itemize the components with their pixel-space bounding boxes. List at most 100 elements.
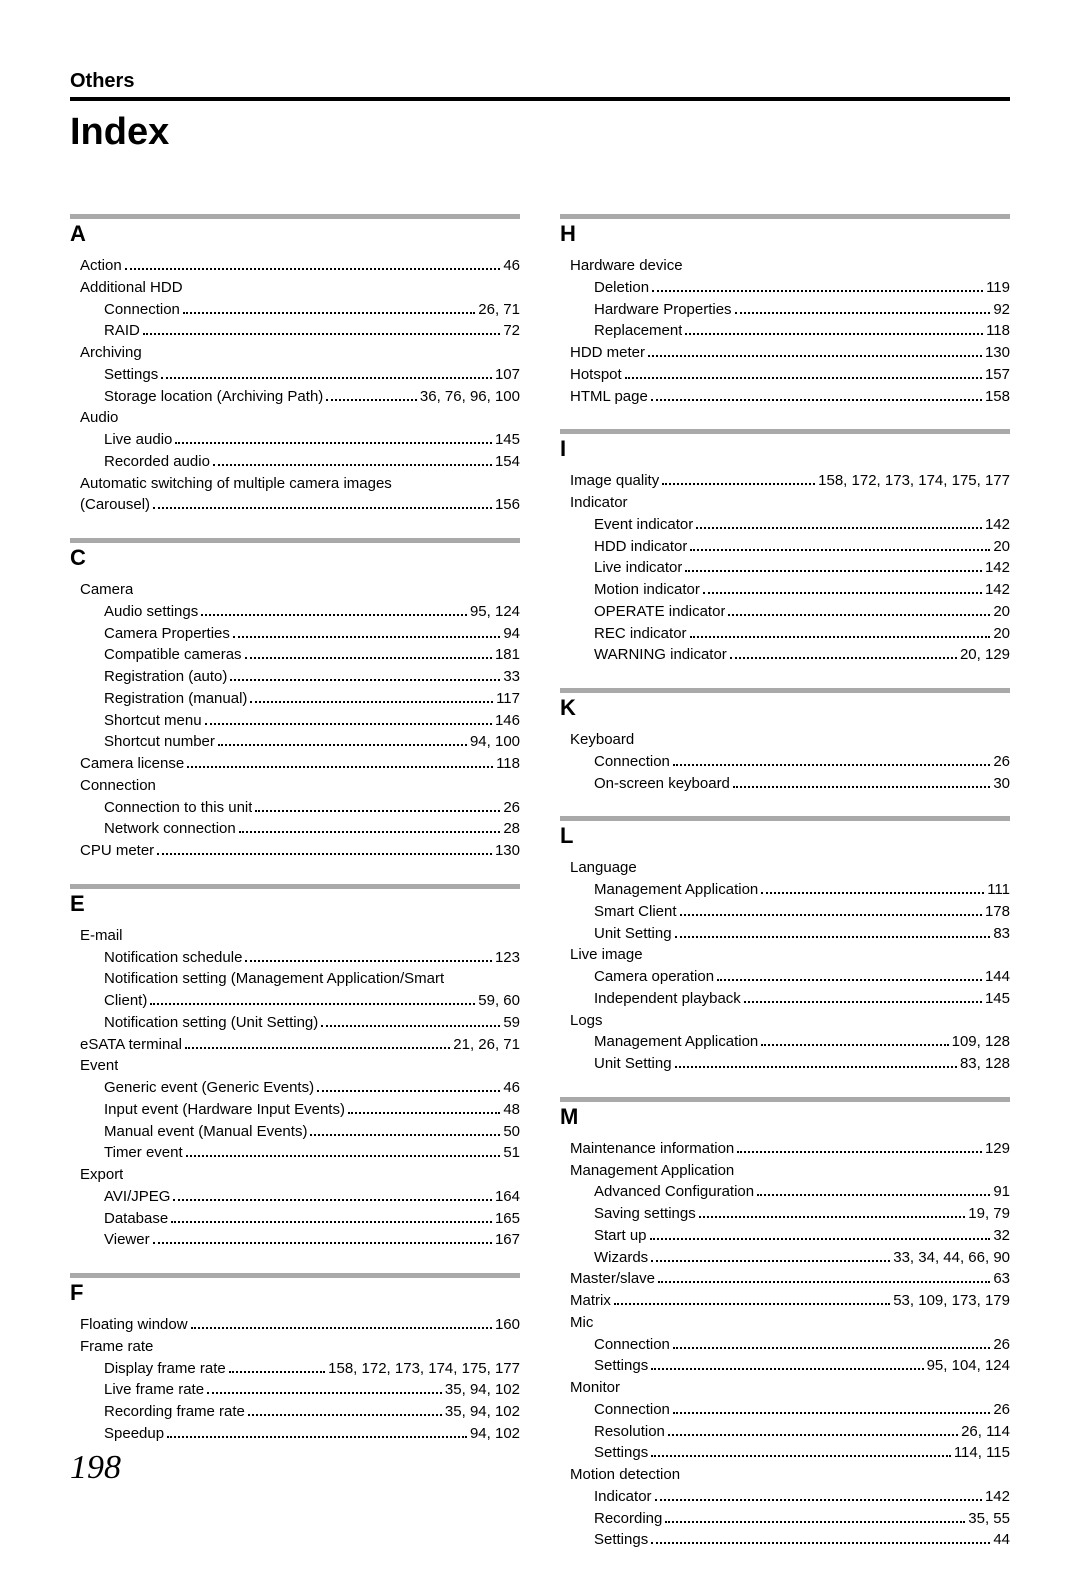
- leader-dots: [167, 1436, 467, 1438]
- entry-page: 92: [993, 299, 1010, 321]
- leader-dots: [201, 614, 467, 616]
- index-entry: Smart Client178: [560, 901, 1010, 923]
- entry-page: 123: [495, 947, 520, 969]
- entry-page: 26, 114: [961, 1421, 1010, 1443]
- index-entry: Connection to this unit 26: [70, 797, 520, 819]
- entry-label: OPERATE indicator: [594, 601, 725, 623]
- entry-page: 117: [496, 688, 520, 710]
- entry-label: Shortcut menu: [104, 710, 202, 732]
- leader-dots: [696, 527, 982, 529]
- entry-page: 114, 115: [954, 1442, 1010, 1464]
- entry-label: Connection to this unit: [104, 797, 252, 819]
- entry-label: Connection: [594, 1334, 670, 1356]
- entry-label: Registration (auto): [104, 666, 227, 688]
- leader-dots: [685, 570, 982, 572]
- section-rule: [70, 97, 1010, 101]
- entry-page: 160: [495, 1314, 520, 1336]
- entry-page: 144: [985, 966, 1010, 988]
- index-entry: Viewer167: [70, 1229, 520, 1251]
- entry-page: 20, 129: [960, 644, 1010, 666]
- entry-page: 95, 104, 124: [927, 1355, 1010, 1377]
- index-entry: Connection: [70, 775, 520, 797]
- index-entry: Language: [560, 857, 1010, 879]
- index-entry: Client)59, 60: [70, 990, 520, 1012]
- index-entry: Maintenance information129: [560, 1138, 1010, 1160]
- entry-label: Manual event (Manual Events): [104, 1121, 307, 1143]
- entry-page: 142: [985, 1486, 1010, 1508]
- letter-heading: K: [560, 695, 1010, 721]
- index-entry: HTML page158: [560, 386, 1010, 408]
- leader-dots: [157, 853, 492, 855]
- index-entry: On-screen keyboard30: [560, 773, 1010, 795]
- index-entry: Settings114, 115: [560, 1442, 1010, 1464]
- index-entry: Motion detection: [560, 1464, 1010, 1486]
- index-entry: Keyboard: [560, 729, 1010, 751]
- letter-heading: E: [70, 891, 520, 917]
- entry-label: Motion detection: [570, 1464, 680, 1486]
- entry-page: 50: [503, 1121, 520, 1143]
- leader-dots: [685, 333, 983, 335]
- index-entry: Matrix53, 109, 173, 179: [560, 1290, 1010, 1312]
- index-entry: Registration (manual)117: [70, 688, 520, 710]
- index-entry: Timer event51: [70, 1142, 520, 1164]
- entry-page: 48: [503, 1099, 520, 1121]
- entry-page: 26: [503, 797, 520, 819]
- entry-label: Settings: [594, 1529, 648, 1551]
- letter-heading: H: [560, 221, 1010, 247]
- section-label: Others: [70, 70, 1010, 93]
- leader-dots: [690, 549, 990, 551]
- index-entry: Live audio145: [70, 429, 520, 451]
- index-entry: Management Application: [560, 1160, 1010, 1182]
- leader-dots: [326, 399, 417, 401]
- leader-dots: [665, 1521, 965, 1523]
- index-entry: Indicator142: [560, 1486, 1010, 1508]
- entry-label: Notification setting (Unit Setting): [104, 1012, 318, 1034]
- index-entry: HDD meter130: [560, 342, 1010, 364]
- entry-label: Timer event: [104, 1142, 183, 1164]
- leader-dots: [255, 810, 500, 812]
- letter-rule: [70, 884, 520, 889]
- leader-dots: [245, 960, 492, 962]
- index-entry: RAID72: [70, 320, 520, 342]
- index-entry: Master/slave63: [560, 1268, 1010, 1290]
- leader-dots: [173, 1199, 492, 1201]
- entry-page: 94, 100: [470, 731, 520, 753]
- leader-dots: [191, 1327, 492, 1329]
- index-entry: Unit Setting83: [560, 923, 1010, 945]
- index-entry: Compatible cameras181: [70, 644, 520, 666]
- entry-label: Hotspot: [570, 364, 622, 386]
- entry-page: 63: [993, 1268, 1010, 1290]
- index-entry: Action46: [70, 255, 520, 277]
- index-entry: Replacement118: [560, 320, 1010, 342]
- entry-label: Event: [80, 1055, 118, 1077]
- index-entry: Event: [70, 1055, 520, 1077]
- entry-label: E-mail: [80, 925, 123, 947]
- leader-dots: [213, 464, 492, 466]
- entry-label: Live audio: [104, 429, 172, 451]
- index-entry: Hotspot157: [560, 364, 1010, 386]
- leader-dots: [650, 1238, 991, 1240]
- entry-label: Image quality: [570, 470, 659, 492]
- entry-page: 107: [495, 364, 520, 386]
- entry-label: Management Application: [570, 1160, 734, 1182]
- leader-dots: [186, 1155, 501, 1157]
- entry-label: Smart Client: [594, 901, 677, 923]
- index-entry: Wizards33, 34, 44, 66, 90: [560, 1247, 1010, 1269]
- index-entry: Deletion119: [560, 277, 1010, 299]
- leader-dots: [250, 701, 493, 703]
- leader-dots: [625, 377, 982, 379]
- entry-label: Independent playback: [594, 988, 741, 1010]
- leader-dots: [717, 979, 982, 981]
- entry-label: Unit Setting: [594, 1053, 672, 1075]
- entry-label: Recording: [594, 1508, 662, 1530]
- leader-dots: [675, 1066, 957, 1068]
- letter-rule: [560, 1097, 1010, 1102]
- entry-label: Notification setting (Management Applica…: [104, 968, 444, 990]
- leader-dots: [125, 268, 501, 270]
- leader-dots: [185, 1047, 450, 1049]
- entry-page: 145: [985, 988, 1010, 1010]
- entry-label: WARNING indicator: [594, 644, 727, 666]
- entry-label: On-screen keyboard: [594, 773, 730, 795]
- index-entry: Live frame rate35, 94, 102: [70, 1379, 520, 1401]
- index-entry: Camera Properties94: [70, 623, 520, 645]
